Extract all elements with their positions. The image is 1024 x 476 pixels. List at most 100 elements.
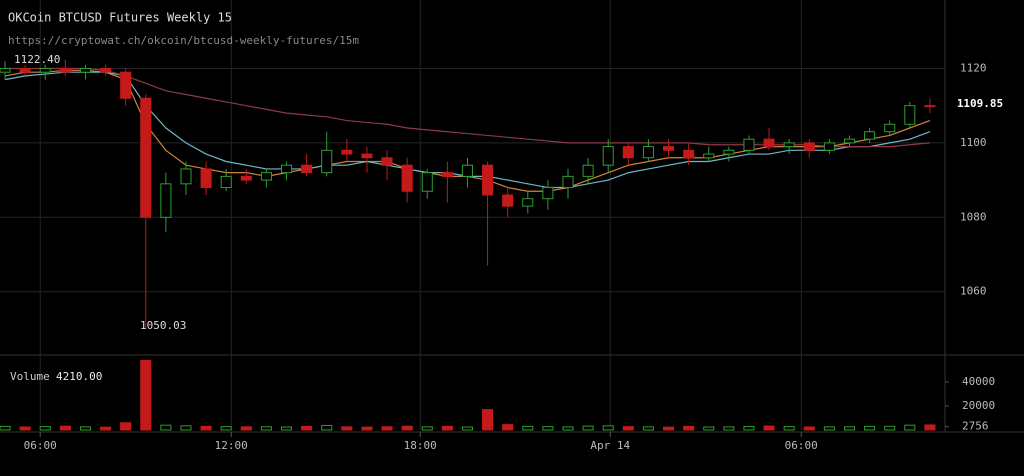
volume-bar — [703, 426, 715, 431]
y-tick-label: 1060 — [960, 285, 987, 298]
candle-body — [301, 164, 313, 174]
volume-bar — [884, 425, 896, 431]
candle-body — [59, 67, 71, 73]
volume-bar — [562, 426, 574, 431]
volume-title: Volume — [10, 370, 50, 383]
volume-bar — [180, 425, 192, 431]
candle-body — [240, 175, 252, 181]
volume-bar — [421, 426, 433, 431]
grid — [0, 0, 945, 430]
volume-bar — [401, 425, 413, 431]
volume-bar — [783, 426, 795, 431]
candle-body — [884, 123, 896, 133]
candle-body — [703, 153, 715, 159]
volume-bar — [542, 426, 554, 431]
candle-body — [0, 67, 11, 73]
volume-bar — [843, 426, 856, 431]
volume-bar — [160, 424, 172, 431]
volume-bar — [582, 425, 594, 431]
volume-bar — [522, 425, 534, 431]
high-annotation: 1122.40 — [14, 53, 60, 66]
volume-bar — [0, 425, 11, 431]
volume-tick-label: 20000 — [962, 399, 995, 412]
volume-bar — [381, 426, 393, 431]
volume-bar — [280, 426, 293, 431]
volume-bar — [763, 425, 775, 431]
volume-bar — [723, 426, 735, 431]
candle-body — [502, 194, 514, 207]
candle-body — [361, 153, 373, 159]
volume-bar — [220, 426, 232, 431]
volume-bar — [642, 426, 654, 431]
volume-bar — [743, 426, 755, 431]
candle-body — [763, 138, 775, 148]
volume-bar — [823, 426, 835, 431]
candle-body — [401, 164, 413, 192]
volume-bar — [120, 422, 132, 431]
chart-title: OKCoin BTCUSD Futures Weekly 15 — [8, 11, 232, 25]
candle-body — [803, 142, 815, 151]
volume-bar — [864, 425, 876, 431]
x-tick-label: 12:00 — [215, 439, 248, 452]
candle-body — [200, 168, 212, 189]
candle-body — [642, 146, 654, 159]
volume-bar — [441, 425, 453, 431]
candle-body — [582, 164, 594, 177]
candle-body — [79, 67, 91, 73]
volume-bar — [301, 425, 313, 431]
volume-bar — [19, 426, 31, 431]
volume-bar — [924, 424, 936, 431]
candle-body — [441, 172, 453, 177]
volume-bar — [59, 425, 71, 431]
volume-bar — [39, 426, 51, 431]
candle-body — [904, 105, 916, 125]
candle-body — [220, 175, 232, 189]
y-tick-label: 1080 — [960, 210, 987, 223]
candle-body — [743, 138, 755, 151]
candle-body — [180, 168, 192, 185]
volume-bar — [663, 426, 675, 431]
volume-bar — [140, 359, 152, 431]
candle-body — [482, 164, 494, 196]
candle-body — [321, 149, 333, 174]
volume-bar — [803, 426, 815, 431]
volume-bar — [200, 425, 212, 431]
moving-average — [5, 67, 930, 148]
volume-bar — [461, 426, 473, 431]
candle-body — [260, 172, 272, 181]
candle-body — [140, 97, 152, 218]
candle-body — [421, 172, 433, 192]
volume-bar — [361, 426, 373, 431]
volume-label: 4210.00 — [56, 370, 102, 383]
volume-bar — [79, 426, 91, 431]
y-tick-label: 1100 — [960, 136, 987, 149]
x-tick-label: 06:00 — [24, 439, 57, 452]
marks — [0, 59, 936, 431]
candle-body — [843, 138, 856, 144]
x-tick-label: Apr 14 — [590, 439, 630, 452]
candle-body — [683, 149, 695, 159]
volume-bar — [341, 426, 353, 431]
candle-body — [19, 67, 31, 73]
candle-body — [663, 146, 675, 151]
y-tick-label: 1120 — [960, 61, 987, 74]
volume-bar — [602, 425, 614, 431]
chart-subtitle: https://cryptowat.ch/okcoin/btcusd-weekl… — [8, 34, 359, 47]
candle-body — [160, 183, 172, 218]
candle-body — [622, 146, 634, 159]
x-tick-label: 06:00 — [785, 439, 818, 452]
candle-body — [864, 131, 876, 140]
volume-bar — [321, 424, 333, 431]
volume-bar — [482, 409, 494, 431]
volume-bar — [100, 426, 112, 431]
volume-bar — [622, 426, 634, 431]
candle-body — [461, 164, 473, 177]
candle-body — [924, 105, 936, 108]
candle-body — [522, 198, 534, 207]
candle-body — [120, 71, 132, 99]
volume-tick-label: 2756 — [962, 420, 989, 433]
candle-body — [602, 146, 614, 166]
last-price-label: 1109.85 — [957, 97, 1003, 110]
